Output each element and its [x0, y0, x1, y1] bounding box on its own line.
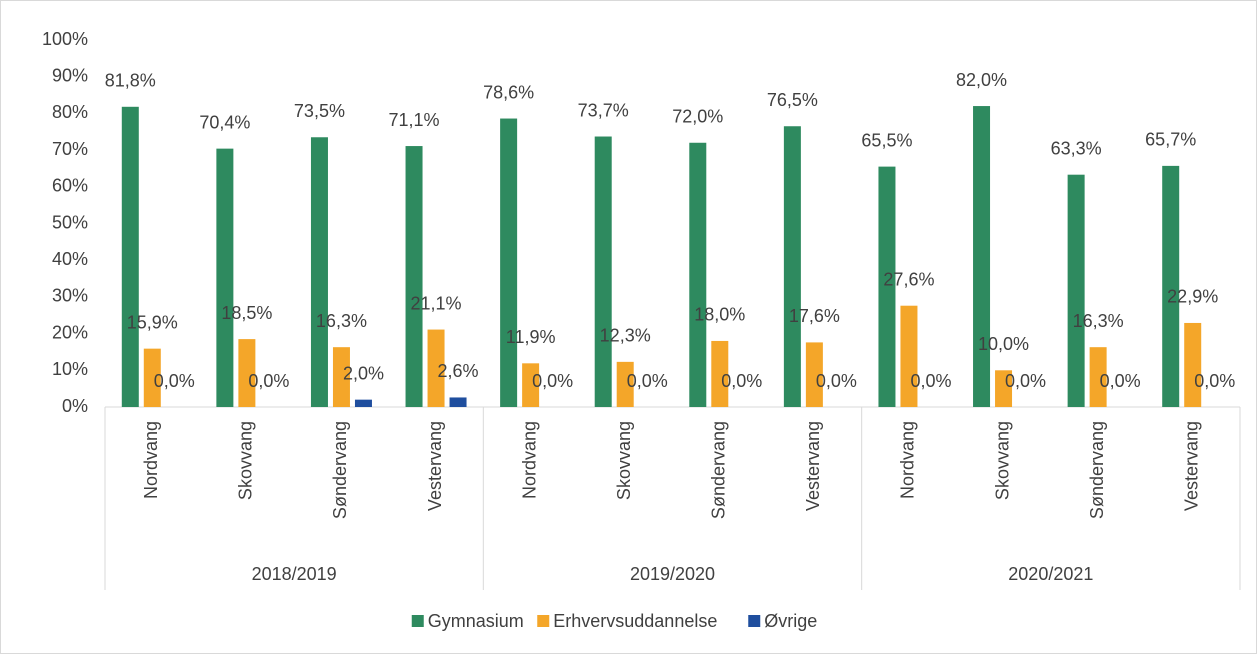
bar: [1184, 322, 1202, 407]
data-label: 17,6%: [789, 306, 840, 326]
group-label: 2018/2019: [252, 564, 337, 584]
data-label: 21,1%: [411, 293, 462, 313]
x-tick-label: Søndervang: [330, 421, 350, 519]
data-label: 65,7%: [1145, 130, 1196, 150]
data-label: 16,3%: [316, 311, 367, 331]
bar: [449, 397, 467, 407]
data-label: 0,0%: [1194, 371, 1235, 391]
bar: [1067, 174, 1085, 407]
x-tick-label: Skovvang: [992, 421, 1012, 500]
y-tick-label: 90%: [52, 65, 88, 85]
data-label: 0,0%: [816, 371, 857, 391]
bar: [427, 329, 445, 407]
bar: [121, 106, 139, 407]
data-label: 76,5%: [767, 90, 818, 110]
y-tick-label: 10%: [52, 359, 88, 379]
bar: [405, 146, 423, 408]
data-label: 72,0%: [672, 107, 723, 127]
legend-swatch: [537, 615, 550, 627]
data-label: 0,0%: [1100, 371, 1141, 391]
data-label: 0,0%: [532, 371, 573, 391]
data-label: 18,0%: [694, 305, 745, 325]
bar: [878, 166, 896, 407]
data-label: 82,0%: [956, 70, 1007, 90]
bar: [216, 148, 234, 407]
bar: [310, 137, 328, 407]
x-tick-label: Vestervang: [1181, 421, 1201, 511]
data-label: 27,6%: [883, 269, 934, 289]
group-label: 2020/2021: [1008, 564, 1093, 584]
data-label: 70,4%: [199, 112, 250, 132]
x-tick-label: Nordvang: [141, 421, 161, 499]
bar: [616, 361, 634, 407]
data-label: 71,1%: [389, 110, 440, 130]
data-label: 22,9%: [1167, 287, 1218, 307]
data-label: 81,8%: [105, 71, 156, 91]
legend-swatch: [411, 615, 424, 627]
group-label: 2019/2020: [630, 564, 715, 584]
y-tick-label: 70%: [52, 139, 88, 159]
data-label: 12,3%: [600, 326, 651, 346]
bar: [522, 363, 540, 407]
data-label: 0,0%: [627, 371, 668, 391]
x-tick-label: Søndervang: [1087, 421, 1107, 519]
legend-label: Erhvervsuddannelse: [553, 611, 717, 631]
legend-swatch: [748, 615, 761, 627]
data-label: 2,0%: [343, 363, 384, 383]
bar: [900, 305, 918, 407]
x-tick-label: Vestervang: [425, 421, 445, 511]
y-tick-label: 60%: [52, 176, 88, 196]
x-tick-label: Skovvang: [236, 421, 256, 500]
bar: [238, 339, 256, 407]
data-label: 63,3%: [1051, 138, 1102, 158]
y-tick-label: 40%: [52, 249, 88, 269]
bar: [783, 126, 801, 408]
x-tick-label: Skovvang: [614, 421, 634, 500]
x-tick-label: Søndervang: [709, 421, 729, 519]
bar: [594, 136, 612, 407]
data-label: 10,0%: [978, 334, 1029, 354]
legend-label: Gymnasium: [428, 611, 524, 631]
data-label: 65,5%: [861, 130, 912, 150]
data-label: 73,7%: [578, 100, 629, 120]
bar: [1089, 347, 1107, 407]
data-label: 0,0%: [248, 371, 289, 391]
data-label: 11,9%: [506, 327, 556, 347]
data-label: 18,5%: [221, 303, 272, 323]
data-label: 78,6%: [483, 82, 534, 102]
y-tick-label: 80%: [52, 102, 88, 122]
x-tick-label: Nordvang: [519, 421, 539, 499]
x-tick-label: Nordvang: [898, 421, 918, 499]
data-label: 2,6%: [438, 361, 479, 381]
data-label: 0,0%: [1005, 371, 1046, 391]
y-tick-label: 100%: [42, 29, 88, 49]
bar: [805, 342, 823, 407]
data-label: 73,5%: [294, 101, 345, 121]
data-label: 0,0%: [721, 371, 762, 391]
bar: [711, 340, 729, 407]
bar: [500, 118, 518, 408]
y-tick-label: 20%: [52, 322, 88, 342]
y-tick-label: 50%: [52, 212, 88, 232]
bar: [995, 370, 1013, 407]
data-label: 16,3%: [1073, 311, 1124, 331]
bar: [354, 399, 372, 407]
bar: [143, 348, 161, 407]
x-tick-label: Vestervang: [803, 421, 823, 511]
data-label: 0,0%: [154, 371, 195, 391]
bar: [973, 106, 991, 407]
y-tick-label: 30%: [52, 286, 88, 306]
data-label: 15,9%: [127, 312, 178, 332]
bar: [1162, 165, 1180, 407]
y-tick-label: 0%: [62, 396, 88, 416]
data-label: 0,0%: [910, 371, 951, 391]
bar: [689, 142, 707, 407]
legend-label: Øvrige: [764, 611, 817, 631]
bar: [332, 347, 350, 407]
